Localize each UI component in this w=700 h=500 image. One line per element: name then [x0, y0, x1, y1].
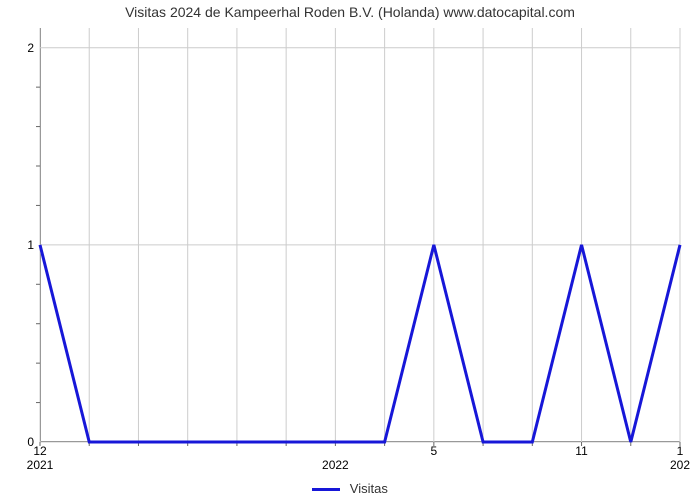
x-tick-label: 12 — [33, 444, 46, 458]
x-tick-label: 1 — [677, 444, 684, 458]
visits-chart: Visitas 2024 de Kampeerhal Roden B.V. (H… — [0, 0, 700, 500]
x-year-label: 202 — [670, 458, 690, 472]
series-line — [40, 245, 680, 442]
x-year-label: 2021 — [27, 458, 54, 472]
y-tick-label: 2 — [27, 41, 34, 55]
legend: Visitas — [0, 481, 700, 496]
legend-swatch — [312, 488, 340, 491]
chart-svg — [40, 28, 680, 442]
chart-title: Visitas 2024 de Kampeerhal Roden B.V. (H… — [0, 4, 700, 20]
y-tick-label: 1 — [27, 238, 34, 252]
x-tick-label: 5 — [431, 444, 438, 458]
x-tick-label: 11 — [575, 444, 587, 458]
legend-label: Visitas — [350, 481, 388, 496]
x-year-label: 2022 — [322, 458, 349, 472]
